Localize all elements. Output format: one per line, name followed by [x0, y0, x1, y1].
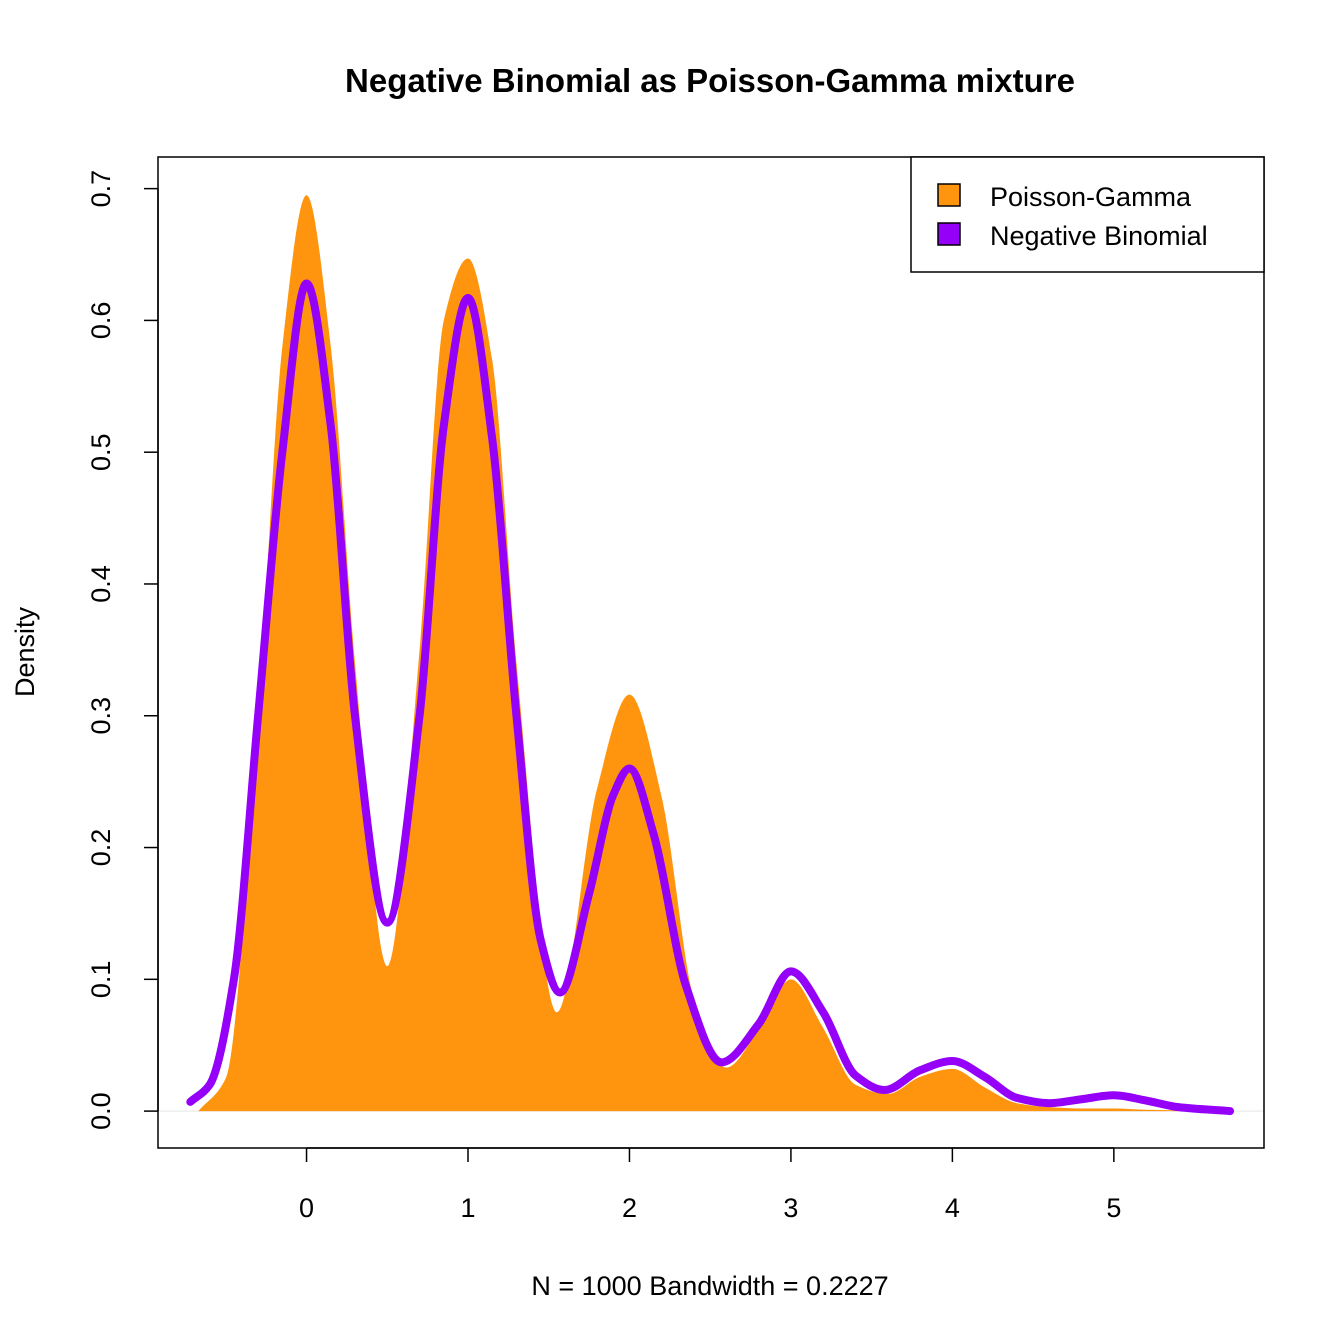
legend-box	[910, 156, 1265, 273]
x-axis-label: N = 1000 Bandwidth = 0.2227	[531, 1271, 888, 1301]
y-tick-label: 0.6	[86, 302, 116, 340]
chart-title: Negative Binomial as Poisson-Gamma mixtu…	[345, 62, 1075, 99]
legend-swatch-negative-binomial	[937, 222, 961, 246]
x-tick-label: 2	[622, 1193, 637, 1223]
legend-label-poisson-gamma: Poisson-Gamma	[990, 182, 1192, 212]
x-tick-label: 3	[783, 1193, 798, 1223]
legend: Poisson-Gamma Negative Binomial	[910, 156, 1265, 273]
y-tick-label: 0.5	[86, 433, 116, 471]
y-tick-label: 0.3	[86, 697, 116, 735]
y-tick-label: 0.2	[86, 829, 116, 867]
x-tick-label: 1	[460, 1193, 475, 1223]
y-tick-label: 0.7	[86, 170, 116, 208]
series-area-poisson-gamma	[198, 195, 1229, 1112]
series-line-negative-binomial	[186, 279, 1235, 1116]
y-tick-label: 0.1	[86, 961, 116, 999]
legend-swatch-poisson-gamma	[937, 183, 961, 207]
y-tick-label: 0.0	[86, 1092, 116, 1130]
x-tick-label: 5	[1106, 1193, 1121, 1223]
y-axis: 0.0 0.1 0.2 0.3 0.4 0.5 0.6 0.7	[86, 170, 159, 1130]
x-axis: 0 1 2 3 4 5	[299, 1147, 1121, 1223]
y-axis-label: Density	[10, 606, 40, 697]
x-tick-label: 4	[945, 1193, 960, 1223]
x-tick-label: 0	[299, 1193, 314, 1223]
legend-label-negative-binomial: Negative Binomial	[990, 221, 1208, 251]
plot-marks	[158, 195, 1264, 1116]
y-tick-label: 0.4	[86, 565, 116, 603]
